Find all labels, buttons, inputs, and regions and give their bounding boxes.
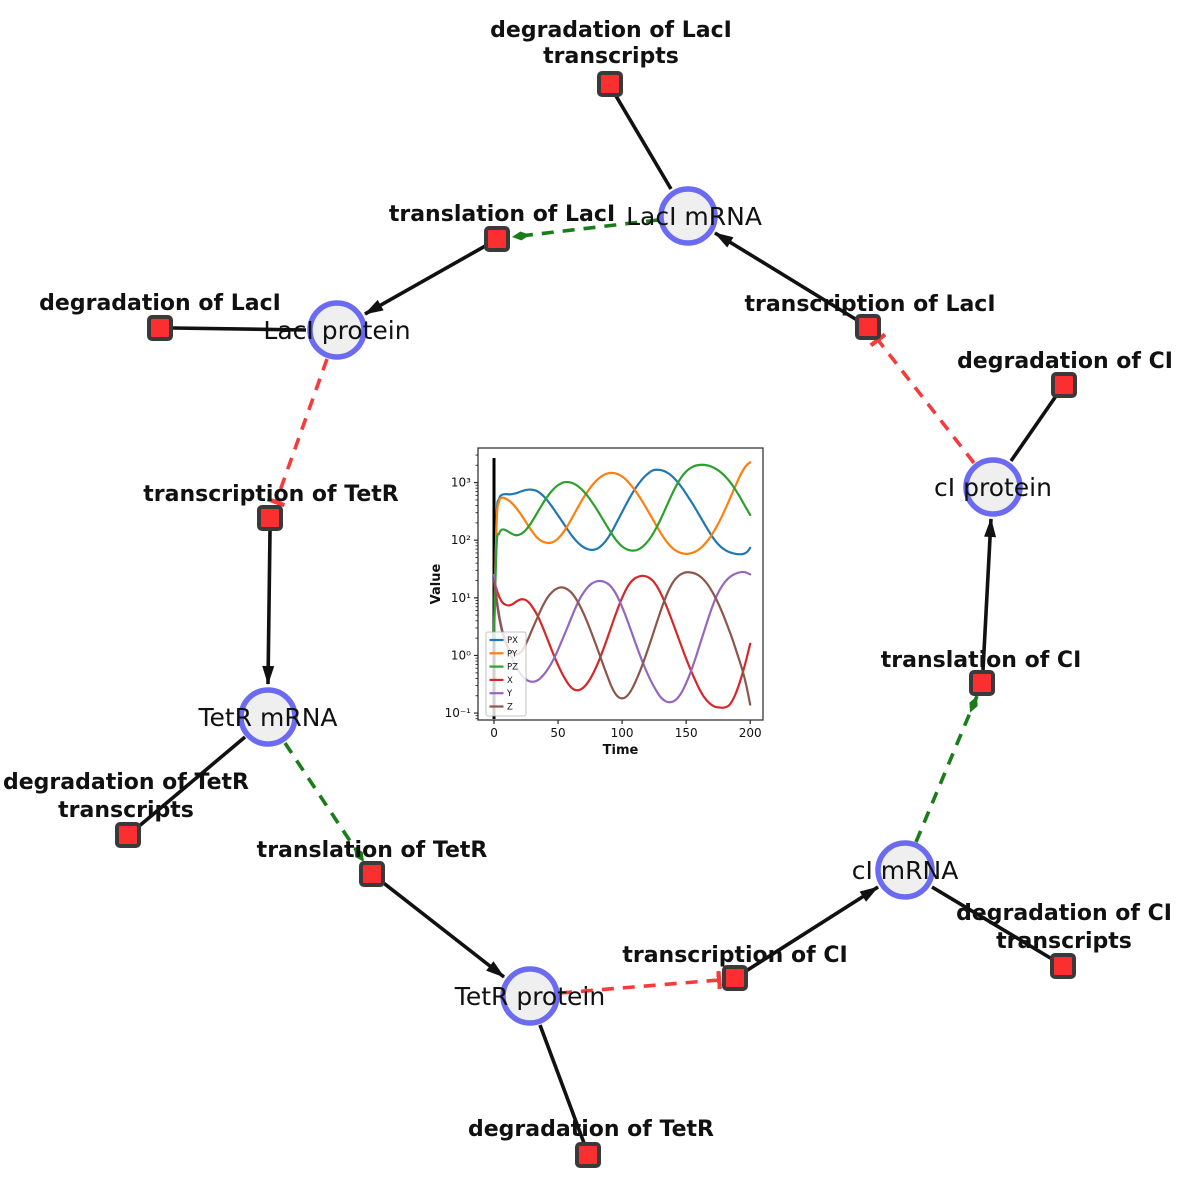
series-PY [492,461,752,640]
reaction-node-transcription-tetr [257,505,283,531]
legend-label-PX: PX [507,636,518,646]
edge-translationtetr-tetrprotein [379,879,506,979]
reaction-label-degradation-tetr-transcripts-line2: transcripts [58,798,194,823]
reaction-label-degradation-laci-transcripts-line2: transcripts [543,44,679,69]
edge-tetrprotein-degtetr [538,1024,586,1144]
y-tick-label: 10⁰ [451,648,471,662]
reaction-node-translation-tetr [359,861,385,887]
edge-tetrmrna-translationtetr [283,742,366,863]
legend-label-PZ: PZ [507,663,518,673]
reaction-label-transcription-tetr: transcription of TetR [143,482,399,507]
reaction-node-degradation-ci [1051,372,1077,398]
edge-cimrna-translationci [914,695,979,843]
edge-tetrmrna-degtetrtranscripts [136,735,247,829]
reaction-label-degradation-laci: degradation of LacI [39,291,281,316]
reaction-node-degradation-ci-transcripts [1050,953,1076,979]
reaction-label-translation-tetr: translation of TetR [257,838,488,863]
reaction-label-degradation-tetr-transcripts-line1: degradation of TetR [3,770,249,795]
x-axis-label: Time [603,743,639,758]
legend-label-X: X [507,676,513,686]
x-tick-label: 0 [490,726,498,740]
legend-label-Z: Z [507,703,513,713]
plot-border [477,447,764,721]
edges-layer [136,95,1058,1144]
species-node-tetr-mrna [238,687,298,747]
edge-cimrna-degcitranscripts [931,885,1053,961]
chart-legend: PX PY PZ XYZ [485,631,527,717]
reaction-label-degradation-ci-transcripts-line1: degradation of CI [956,901,1172,926]
reaction-label-translation-ci: translation of CI [881,648,1082,673]
reaction-label-degradation-ci-transcripts-line2: transcripts [996,929,1132,954]
x-tick-label: 150 [675,726,698,740]
reaction-label-degradation-laci-transcripts-line1: degradation of LacI [490,18,732,43]
edge-translationlaci-laciprotein [364,243,488,316]
legend-label-Y: Y [506,689,513,699]
reactions-layer [115,71,1077,1168]
chart-series-layer [492,461,752,709]
reaction-node-transcription-ci [722,965,748,991]
species-label-ci-mrna: cI mRNA [852,856,959,885]
reaction-label-transcription-laci: transcription of LacI [744,292,995,317]
reaction-node-translation-ci [969,670,995,696]
species-node-laci-mrna [658,186,718,246]
series-PZ [492,463,752,640]
series-PX [492,468,752,640]
x-tick-label: 200 [739,726,762,740]
series-X [492,574,752,709]
reaction-label-transcription-ci: transcription of CI [622,943,847,968]
reaction-node-degradation-tetr [575,1142,601,1168]
reaction-label-degradation-tetr: degradation of TetR [468,1117,714,1142]
species-label-laci-mrna: LacI mRNA [626,202,762,231]
reaction-label-translation-laci: translation of LacI [389,202,615,227]
y-tick-label: 10³ [451,476,471,490]
series-Z [492,571,752,706]
edge-transcriptiontetr-tetrmrna [262,530,275,685]
y-axis-label: Value [429,563,444,604]
inset-chart: 0 50 100 150 20010⁻¹10⁰10¹10²10³TimeValuePXP… [429,447,764,758]
edge-lacimrna-translationlaci [511,218,659,241]
x-tick-label: 50 [550,726,565,740]
y-tick-label: 10⁻¹ [445,706,472,720]
legend-label-PY: PY [507,649,518,659]
y-tick-label: 10² [451,533,471,547]
edge-ciprotein-degci [1009,394,1058,463]
reaction-node-translation-laci [484,226,510,252]
y-tick-label: 10¹ [451,591,471,605]
species-node-ci-protein [963,457,1023,517]
species-node-ci-mrna [875,840,935,900]
species-label-tetr-mrna: TetR mRNA [197,703,337,732]
species-label-laci-protein: LacI protein [263,316,410,345]
species-layer [238,186,1023,1026]
edge-tetrprotein-transcriptionci [559,980,719,995]
species-node-tetr-protein [500,966,560,1026]
edge-laciprotein-transcriptiontetr [276,358,329,502]
edge-laciprotein-deglaci [172,326,307,332]
reaction-node-transcription-laci [855,314,881,340]
series-Y [492,570,752,704]
edge-translationci-ciprotein [981,518,997,671]
reaction-label-degradation-ci: degradation of CI [957,349,1173,374]
reaction-node-degradation-laci [147,315,173,341]
species-node-laci-protein [307,300,367,360]
edge-lacimrna-deglacitranscripts [614,95,673,190]
edge-transcriptionlaci-lacimrna [714,231,858,322]
edge-transcriptionci-cimrna [745,885,879,973]
reaction-node-degradation-laci-transcripts [597,71,623,97]
species-label-ci-protein: cI protein [934,473,1052,502]
chart-axes: 0 50 100 150 200 10⁻¹ 10⁰ 10¹ 10² 10³ Time Value [429,454,762,758]
x-tick-label: 100 [611,726,634,740]
edge-ciprotein-transcriptionlaci [878,340,976,465]
labels-layer: LacI mRNA LacI protein TetR mRNA TetR pr… [3,18,1173,1142]
species-label-tetr-protein: TetR protein [454,982,605,1011]
reaction-node-degradation-tetr-transcripts [115,822,141,848]
